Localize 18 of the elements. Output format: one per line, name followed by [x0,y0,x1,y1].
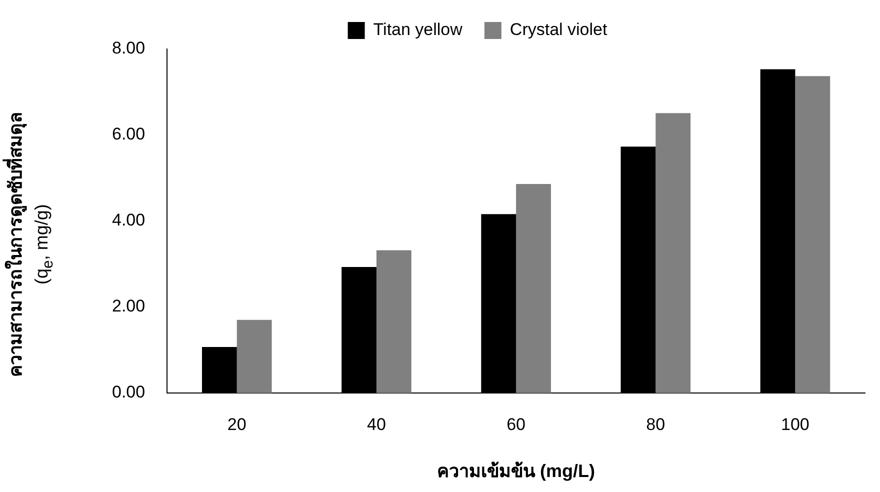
y-tick-label: 0.00 [112,382,146,402]
bar [236,320,272,393]
bar [376,250,412,393]
bar [656,113,691,393]
bar [795,76,830,393]
y-tick-label: 6.00 [112,124,146,144]
x-tick-label: 80 [646,414,666,434]
x-axis-title: ความเข้มข้น (mg/L) [437,461,596,482]
bar [516,184,551,393]
x-tick-label: 60 [506,414,526,434]
x-tick-label: 20 [227,414,246,434]
x-tick-label: 40 [367,414,386,434]
x-tick-label: 100 [781,414,810,434]
y-tick-label: 2.00 [112,296,146,316]
y-tick-label: 4.00 [112,210,146,230]
legend-label: Crystal violet [510,20,608,40]
legend-label: Titan yellow [373,20,464,40]
y-tick-label: 8.00 [112,38,146,58]
